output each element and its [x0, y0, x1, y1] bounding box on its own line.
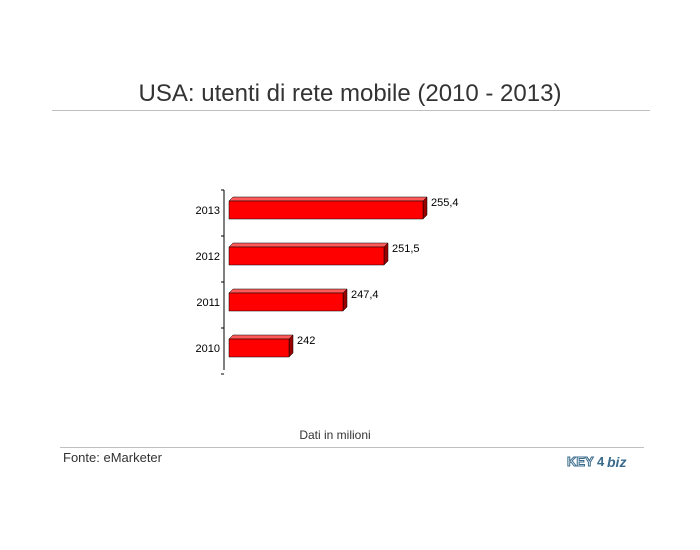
footer-divider	[60, 447, 644, 448]
svg-text:KEY: KEY	[567, 454, 594, 469]
category-label-2010: 2010	[196, 343, 220, 355]
bar-side-face	[422, 196, 428, 220]
bar-2012	[228, 246, 385, 266]
svg-text:4: 4	[597, 454, 605, 469]
chart-title: USA: utenti di rete mobile (2010 - 2013)	[138, 80, 562, 107]
value-label-2010: 242	[297, 335, 315, 347]
value-label-2013: 255,4	[431, 197, 459, 209]
bar-top-face	[228, 288, 348, 294]
value-label-2011: 247,4	[351, 289, 379, 301]
bar-2011	[228, 292, 344, 312]
category-label-2012: 2012	[196, 251, 220, 263]
units-note: Dati in milioni	[299, 428, 371, 442]
bar-top-face	[228, 334, 294, 340]
bar-side-face	[288, 334, 294, 358]
category-label-2011: 2011	[196, 297, 220, 309]
bar-2013	[228, 200, 424, 220]
bar-top-face	[228, 242, 389, 248]
bar-side-face	[342, 288, 348, 312]
svg-text:biz: biz	[607, 454, 626, 470]
key4biz-logo-icon: KEY 4 biz	[567, 454, 627, 471]
bar-2010	[228, 338, 290, 358]
bar-side-face	[383, 242, 389, 266]
bar-top-face	[228, 196, 428, 202]
title-divider	[52, 110, 650, 111]
source-label: Fonte: eMarketer	[63, 450, 162, 465]
category-label-2013: 2013	[196, 205, 220, 217]
value-label-2012: 251,5	[392, 243, 420, 255]
